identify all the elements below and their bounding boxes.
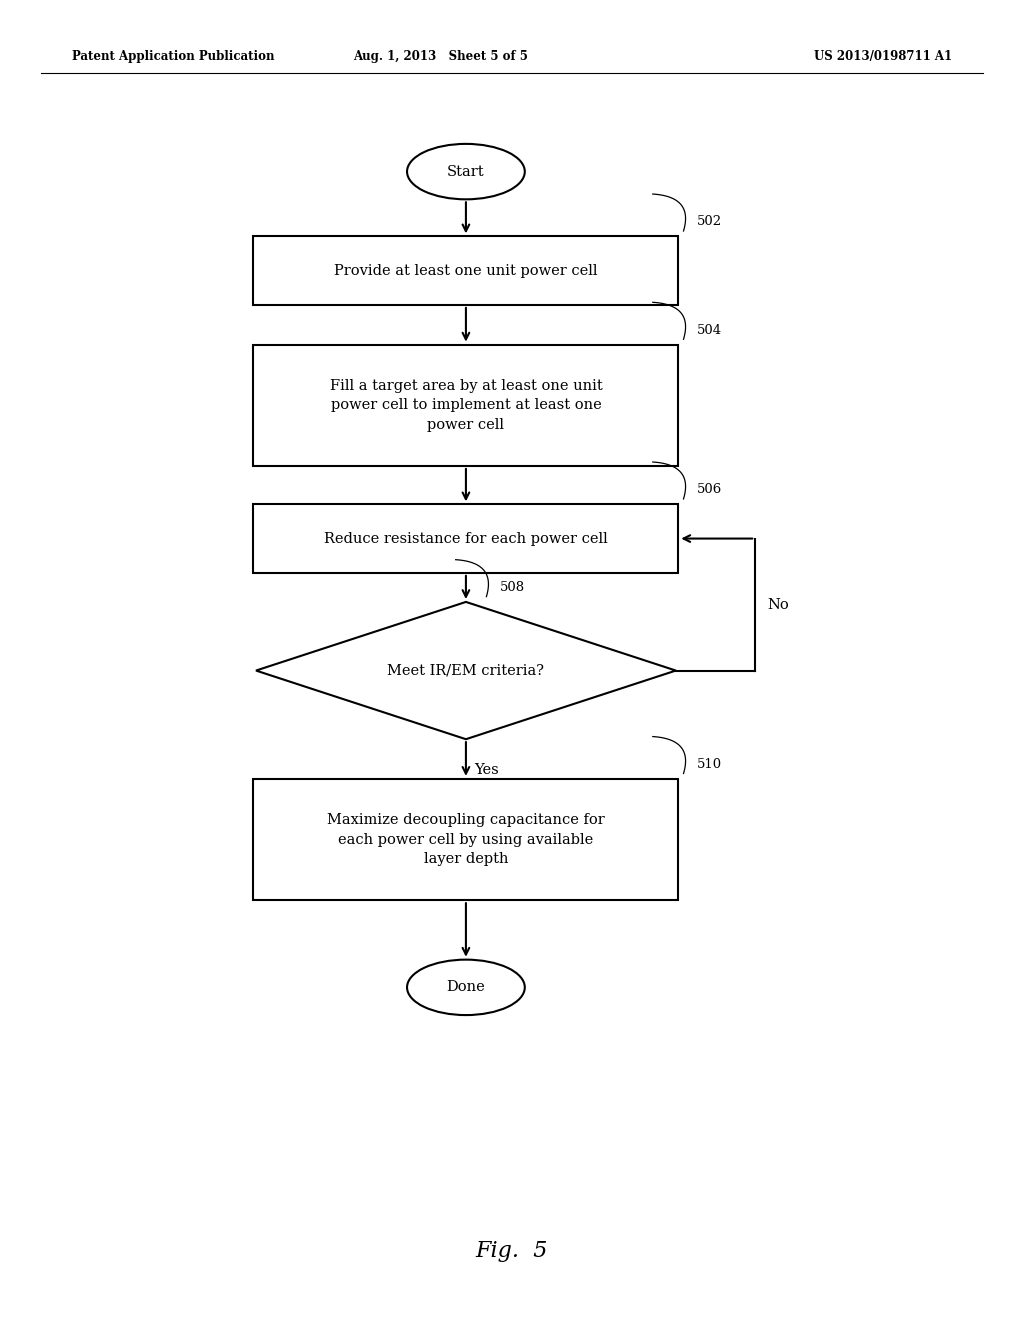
Text: Reduce resistance for each power cell: Reduce resistance for each power cell (324, 532, 608, 545)
Text: Aug. 1, 2013   Sheet 5 of 5: Aug. 1, 2013 Sheet 5 of 5 (353, 50, 527, 63)
Text: Start: Start (447, 165, 484, 178)
Text: Fig.  5: Fig. 5 (476, 1241, 548, 1262)
Text: 504: 504 (696, 323, 722, 337)
Text: Done: Done (446, 981, 485, 994)
Text: 502: 502 (696, 215, 722, 228)
Text: Meet IR/EM criteria?: Meet IR/EM criteria? (387, 664, 545, 677)
Bar (254, 345, 678, 466)
Text: No: No (768, 598, 790, 611)
Text: Patent Application Publication: Patent Application Publication (72, 50, 274, 63)
Text: Yes: Yes (474, 763, 499, 777)
Text: 508: 508 (500, 581, 525, 594)
Text: 506: 506 (696, 483, 722, 496)
Bar (254, 236, 678, 305)
Text: Fill a target area by at least one unit
power cell to implement at least one
pow: Fill a target area by at least one unit … (330, 379, 602, 432)
Text: US 2013/0198711 A1: US 2013/0198711 A1 (814, 50, 952, 63)
Text: 510: 510 (696, 758, 722, 771)
Text: Maximize decoupling capacitance for
each power cell by using available
layer dep: Maximize decoupling capacitance for each… (327, 813, 605, 866)
Bar (254, 504, 678, 573)
Bar (254, 779, 678, 900)
Text: Provide at least one unit power cell: Provide at least one unit power cell (334, 264, 598, 277)
